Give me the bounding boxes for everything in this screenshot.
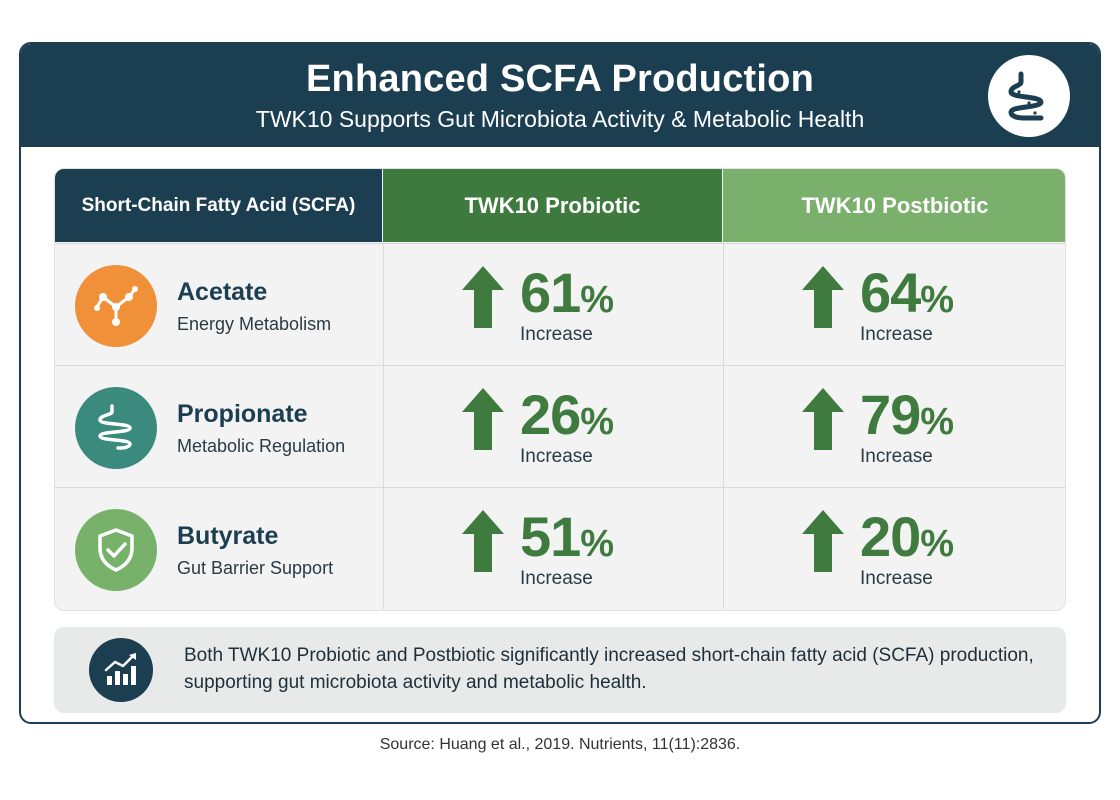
up-arrow-icon bbox=[802, 266, 844, 328]
acid-desc: Energy Metabolism bbox=[177, 314, 332, 334]
increase-label: Increase bbox=[860, 568, 933, 589]
header-postbiotic: TWK10 Postbiotic bbox=[723, 169, 1065, 242]
increase-label: Increase bbox=[520, 324, 593, 345]
postbiotic-cell: 64% Increase bbox=[723, 244, 1065, 365]
up-arrow-icon bbox=[462, 266, 504, 328]
increase-label: Increase bbox=[860, 324, 933, 345]
probiotic-value: 51% bbox=[520, 505, 615, 568]
acid-name: Acetate bbox=[177, 278, 268, 306]
summary-box: Both TWK10 Probiotic and Postbiotic sign… bbox=[54, 627, 1066, 713]
acid-name: Propionate bbox=[177, 400, 308, 428]
molecule-icon bbox=[75, 265, 157, 347]
table-row-acetate: Acetate Energy Metabolism 61% Increase 6… bbox=[55, 243, 1065, 365]
probiotic-cell: 26% Increase bbox=[383, 366, 722, 487]
intestine-icon bbox=[75, 387, 157, 469]
up-arrow-icon bbox=[802, 510, 844, 572]
up-arrow-icon bbox=[462, 388, 504, 450]
page-subtitle: TWK10 Supports Gut Microbiota Activity &… bbox=[255, 106, 865, 132]
probiotic-cell: 61% Increase bbox=[383, 244, 722, 365]
header-probiotic: TWK10 Probiotic bbox=[383, 169, 722, 242]
header-banner: Enhanced SCFA Production TWK10 Supports … bbox=[21, 44, 1099, 147]
acid-cell: Propionate Metabolic Regulation bbox=[55, 366, 382, 487]
summary-text: Both TWK10 Probiotic and Postbiotic sign… bbox=[184, 645, 1034, 693]
acid-desc: Gut Barrier Support bbox=[177, 558, 334, 578]
postbiotic-value: 79% bbox=[860, 383, 955, 446]
shield-check-icon bbox=[75, 509, 157, 591]
growth-chart-icon bbox=[89, 638, 153, 702]
up-arrow-icon bbox=[802, 388, 844, 450]
probiotic-cell: 51% Increase bbox=[383, 488, 722, 609]
probiotic-value: 26% bbox=[520, 383, 615, 446]
table-row-propionate: Propionate Metabolic Regulation 26% Incr… bbox=[55, 365, 1065, 487]
infographic-card: Enhanced SCFA Production TWK10 Supports … bbox=[19, 42, 1101, 724]
increase-label: Increase bbox=[860, 446, 933, 467]
source-citation: Source: Huang et al., 2019. Nutrients, 1… bbox=[379, 736, 741, 753]
postbiotic-value: 20% bbox=[860, 505, 955, 568]
page-title: Enhanced SCFA Production bbox=[306, 58, 814, 100]
table-row-butyrate: Butyrate Gut Barrier Support 51% Increas… bbox=[55, 487, 1065, 609]
increase-label: Increase bbox=[520, 446, 593, 467]
probiotic-value: 61% bbox=[520, 261, 615, 324]
postbiotic-cell: 79% Increase bbox=[723, 366, 1065, 487]
postbiotic-value: 64% bbox=[860, 261, 955, 324]
header-scfa: Short-Chain Fatty Acid (SCFA) bbox=[55, 169, 382, 242]
acid-cell: Acetate Energy Metabolism bbox=[55, 244, 382, 365]
increase-label: Increase bbox=[520, 568, 593, 589]
up-arrow-icon bbox=[462, 510, 504, 572]
acid-desc: Metabolic Regulation bbox=[177, 436, 346, 456]
gut-icon bbox=[988, 55, 1070, 137]
acid-cell: Butyrate Gut Barrier Support bbox=[55, 488, 382, 609]
postbiotic-cell: 20% Increase bbox=[723, 488, 1065, 609]
acid-name: Butyrate bbox=[177, 522, 279, 550]
scfa-table: Short-Chain Fatty Acid (SCFA) TWK10 Prob… bbox=[54, 168, 1066, 611]
